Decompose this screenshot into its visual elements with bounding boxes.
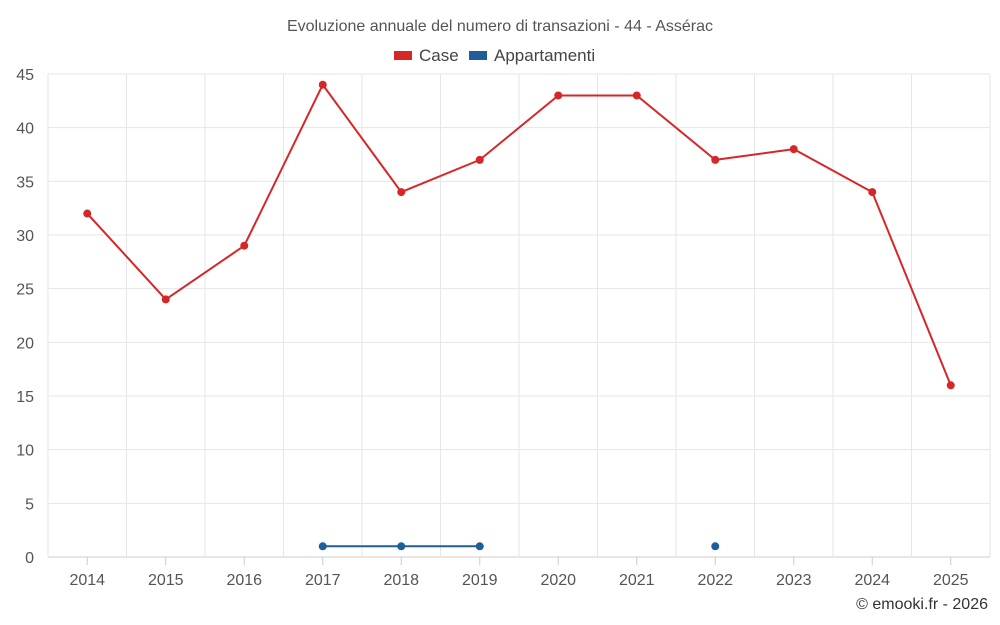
y-tick-label: 30 [16, 228, 34, 245]
data-point-case-2024[interactable] [868, 188, 877, 197]
data-point-appartamenti-2019[interactable] [475, 542, 484, 551]
y-tick-label: 0 [25, 550, 34, 567]
x-tick-label: 2025 [933, 572, 969, 589]
x-tick-label: 2019 [462, 572, 498, 589]
x-tick-label: 2016 [226, 572, 262, 589]
data-point-case-2022[interactable] [711, 155, 720, 164]
x-tick-label: 2020 [540, 572, 576, 589]
x-tick-label: 2023 [776, 572, 812, 589]
data-point-case-2019[interactable] [475, 155, 484, 164]
data-point-appartamenti-2022[interactable] [711, 542, 720, 551]
y-tick-label: 35 [16, 174, 34, 191]
data-point-case-2023[interactable] [789, 145, 798, 154]
x-tick-label: 2024 [854, 572, 890, 589]
x-tick-label: 2022 [697, 572, 733, 589]
y-tick-label: 25 [16, 282, 34, 299]
credit-text[interactable]: © emooki.fr - 2026 [856, 596, 988, 613]
x-tick-label: 2014 [69, 572, 105, 589]
data-point-case-2015[interactable] [161, 295, 170, 304]
legend-swatch-appartamenti [469, 51, 487, 60]
legend-label-case[interactable]: Case [419, 46, 459, 65]
data-point-case-2021[interactable] [632, 91, 641, 100]
y-tick-label: 15 [16, 389, 34, 406]
data-point-case-2016[interactable] [240, 241, 249, 250]
series-line-case [86, 83, 952, 386]
data-point-appartamenti-2018[interactable] [397, 542, 406, 551]
legend-label-appartamenti[interactable]: Appartamenti [494, 46, 595, 65]
chart-legend: Case Appartamenti [394, 46, 595, 65]
y-tick-label: 10 [16, 443, 34, 460]
x-axis: 2014 2015 2016 2017 2018 2019 2020 2021 2022 2023… [69, 557, 969, 589]
x-tick-label: 2017 [305, 572, 341, 589]
grid-lines [47, 73, 991, 558]
y-tick-label: 5 [25, 496, 34, 513]
data-point-case-2018[interactable] [397, 188, 406, 197]
x-tick-label: 2018 [383, 572, 419, 589]
data-point-case-2014[interactable] [83, 209, 92, 218]
x-tick-label: 2015 [148, 572, 184, 589]
y-tick-label: 20 [16, 335, 34, 352]
x-tick-label: 2021 [619, 572, 655, 589]
data-point-case-2020[interactable] [554, 91, 563, 100]
legend-swatch-case [394, 51, 412, 60]
y-tick-label: 40 [16, 121, 34, 138]
data-point-case-2025[interactable] [946, 381, 955, 390]
y-tick-label: 45 [16, 67, 34, 84]
series-layer [83, 80, 955, 551]
chart-title: Evoluzione annuale del numero di transaz… [287, 18, 713, 35]
data-point-appartamenti-2017[interactable] [318, 542, 327, 551]
y-axis: 0 5 10 15 20 25 30 35 40 45 [16, 67, 34, 567]
data-point-case-2017[interactable] [318, 80, 327, 89]
